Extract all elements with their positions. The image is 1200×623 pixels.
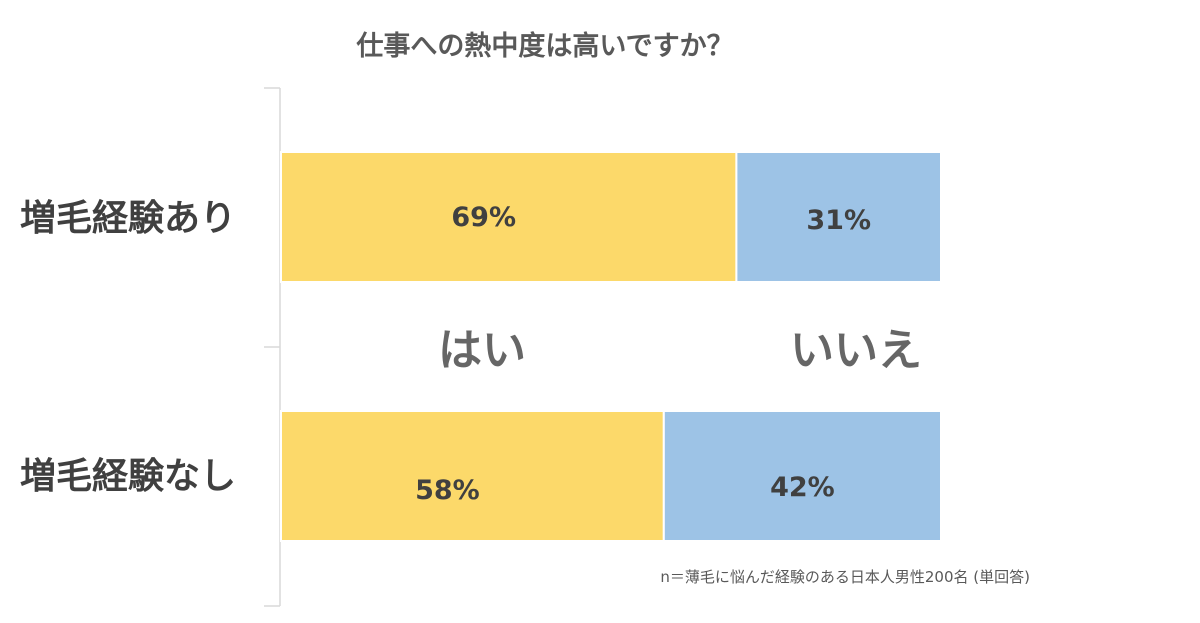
- bar-group: [280, 151, 943, 542]
- chart-title: 仕事への熱中度は高いですか？: [355, 30, 733, 62]
- data-label-no-2: 42%: [770, 472, 835, 503]
- data-label-no-1: 31%: [806, 205, 871, 236]
- data-label-yes-2: 58%: [415, 475, 480, 506]
- legend-label-no: いいえ: [790, 325, 922, 376]
- category-label-with-experience: 増毛経験あり: [20, 198, 236, 239]
- data-label-group: 69% 31% 58% 42%: [415, 202, 871, 506]
- category-label-without-experience: 増毛経験なし: [20, 456, 236, 497]
- bar-yes-1: [280, 151, 738, 283]
- bar-yes-2: [280, 410, 665, 542]
- bar-no-2: [662, 410, 942, 542]
- sample-note: n＝薄毛に悩んだ経験のある日本人男性200名 (単回答): [660, 568, 1030, 586]
- bar-no-1: [735, 151, 943, 283]
- data-label-yes-1: 69%: [451, 202, 516, 233]
- legend-label-yes: はい: [438, 325, 526, 376]
